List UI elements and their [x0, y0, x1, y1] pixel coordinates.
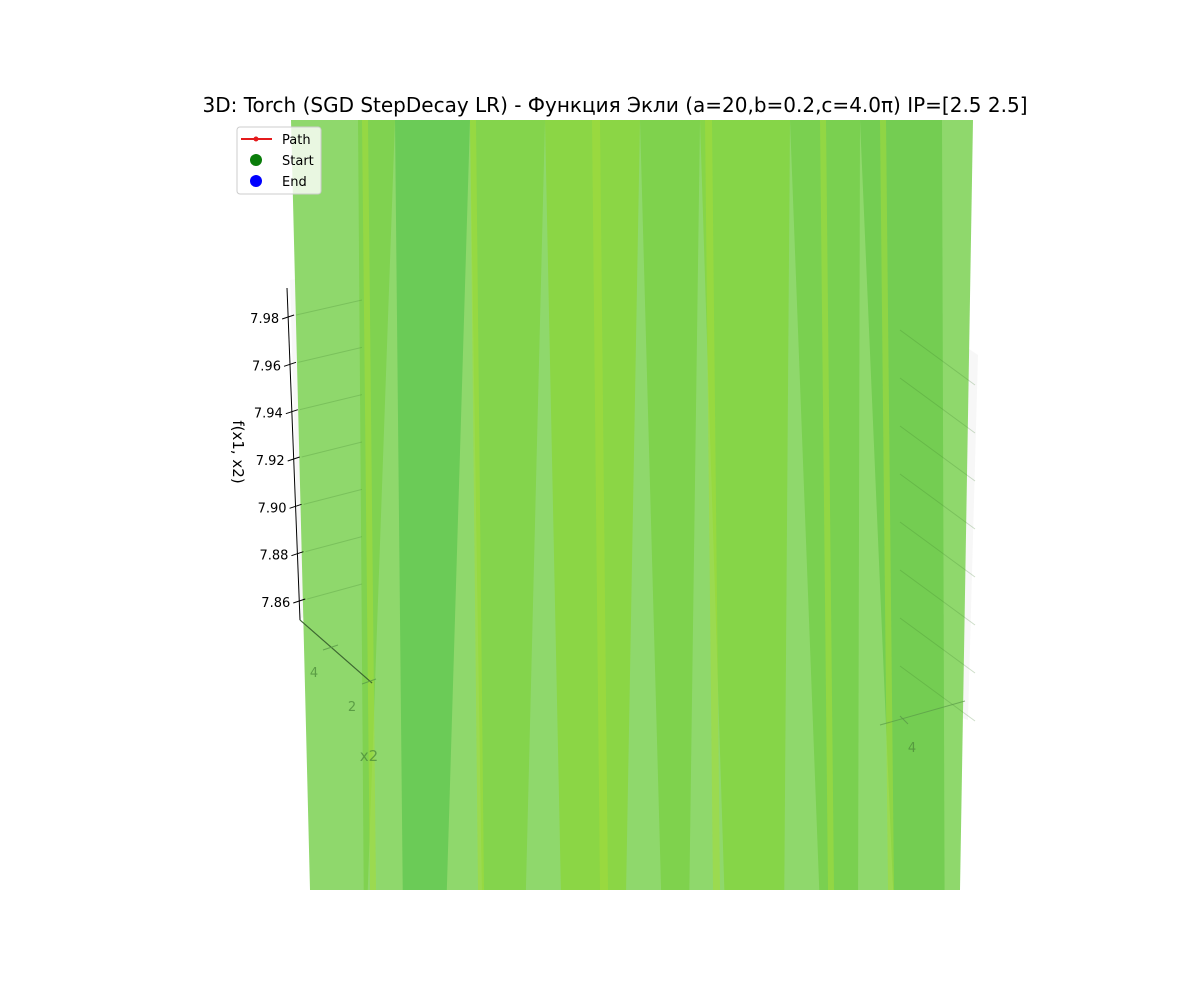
grid-line: [899, 665, 976, 722]
surface-streak: [362, 120, 376, 890]
legend-start-label: Start: [282, 154, 314, 169]
surface-band: [700, 120, 790, 890]
chart-title: 3D: Torch (SGD StepDecay LR) - Функция Э…: [203, 93, 1028, 117]
z-ticks: 7.86 7.88 7.90 7.92 7.94 7.96 7.98: [250, 312, 306, 611]
z-tick-mark: [283, 361, 297, 367]
surface-streak: [880, 120, 894, 890]
x2-tick-mark-4: [322, 644, 339, 651]
surface-band: [395, 120, 470, 890]
grid-line: [899, 329, 976, 386]
z-tick-label: 7.88: [259, 549, 288, 564]
surface-streak: [470, 120, 484, 890]
z-tick-label: 7.86: [261, 596, 290, 611]
grid-line: [899, 521, 976, 578]
grid-line: [299, 394, 363, 411]
z-tick-mark: [291, 551, 304, 557]
legend-path-marker: [253, 136, 259, 142]
z-tick-mark: [285, 409, 299, 415]
surface-streak: [705, 120, 720, 890]
grid-line: [899, 569, 976, 626]
z-tick-label: 7.98: [250, 312, 279, 327]
grid-line: [301, 441, 363, 458]
surface-band: [470, 120, 545, 890]
grid-line: [899, 617, 976, 674]
z-tick-mark: [281, 314, 295, 320]
grid-line: [899, 473, 976, 530]
surface-streak: [592, 120, 608, 890]
legend: Path Start End: [236, 126, 322, 195]
surface-band: [860, 120, 945, 890]
z-tick-label: 7.96: [252, 359, 281, 374]
legend-start-marker: [250, 154, 262, 166]
legend-end-label: End: [282, 175, 307, 190]
surface-streak: [820, 120, 834, 890]
grid-line: [297, 346, 363, 363]
z-tick-mark: [289, 503, 302, 509]
z-tick-label: 7.92: [256, 454, 285, 469]
z-tick-label: 7.94: [254, 407, 283, 422]
x2-tick-2: 2: [348, 700, 356, 715]
surface-band: [640, 120, 700, 890]
z-axis-label: f(x1, x2): [229, 420, 247, 483]
grid-line: [899, 425, 976, 482]
x1-tick-mark-4: [899, 715, 909, 725]
z-axis-line: [286, 287, 301, 621]
grid-line: [303, 488, 363, 505]
grid-lines: [296, 299, 976, 722]
surface-band: [545, 120, 640, 890]
grid-line: [307, 583, 363, 600]
legend-end-marker: [250, 175, 262, 187]
surface-plot: [291, 120, 973, 890]
z-tick-label: 7.90: [258, 501, 287, 516]
x2-axis-line: [299, 619, 373, 684]
z-tick-mark: [293, 598, 306, 604]
x2-axis-label: x2: [360, 747, 378, 765]
grid-line: [305, 536, 363, 553]
legend-path-label: Path: [282, 133, 311, 148]
x1-axis-line: [879, 700, 966, 726]
x2-tick-mark-2: [361, 678, 377, 685]
grid-line: [296, 299, 363, 316]
z-tick-mark: [287, 456, 300, 462]
x2-tick-4: 4: [310, 666, 318, 681]
x1-tick-4: 4: [908, 741, 916, 756]
grid-line: [899, 377, 976, 434]
